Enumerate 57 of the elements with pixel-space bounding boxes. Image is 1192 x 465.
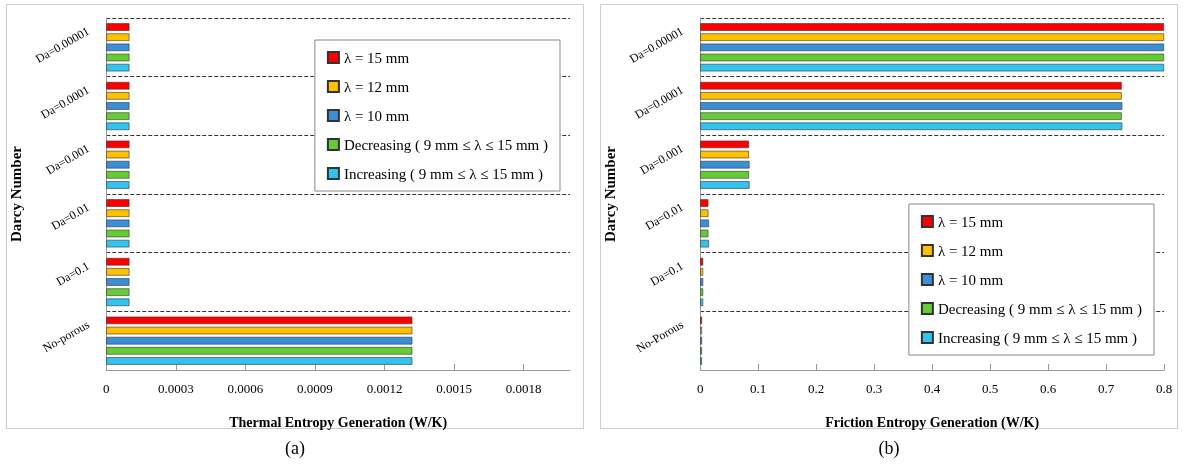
bar (700, 257, 704, 266)
x-tick-label: 0.0015 (436, 381, 472, 396)
bar (700, 92, 1122, 100)
bar (700, 181, 750, 189)
x-tick-label: 0.0018 (505, 381, 542, 396)
x-tick-label: 0.1 (750, 381, 767, 396)
x-tick-label: 0.5 (981, 381, 999, 396)
x-tick-label: 0.2 (808, 381, 825, 396)
x-tick-label: 0.0006 (227, 381, 264, 396)
bar (700, 209, 709, 217)
bar (700, 102, 1123, 110)
x-tick-label: 0.8 (1155, 381, 1173, 396)
x-tick-label: 0 (103, 381, 110, 396)
bar (700, 199, 709, 207)
legend-label: Decreasing ( 9 mm ≤ λ ≤ 15 mm ) (343, 136, 549, 154)
bar (700, 160, 750, 169)
bar (700, 112, 1122, 120)
x-tick-label: 0.0003 (157, 381, 194, 396)
x-tick-label: 0.4 (924, 381, 941, 396)
x-axis-title: Friction Entropy Generation (W/K) (825, 414, 1040, 431)
legend-label: λ = 12 mm (343, 78, 410, 95)
bar (700, 239, 709, 248)
y-axis-title: Darcy Number (601, 145, 618, 242)
legend-label: λ = 15 mm (937, 213, 1004, 230)
bar (700, 219, 709, 228)
legend-label: Increasing ( 9 mm ≤ λ ≤ 15 mm ) (937, 329, 1138, 347)
legend-label: λ = 12 mm (937, 242, 1004, 259)
bar (700, 268, 704, 276)
bar (700, 278, 704, 286)
bar (700, 140, 749, 149)
bar (700, 33, 1164, 41)
text: (a) (285, 438, 305, 459)
bar (700, 43, 1164, 52)
x-axis-title: Thermal Entropy Generation (W/K) (229, 414, 448, 431)
x-tick-label: 0 (697, 381, 704, 396)
bar (700, 53, 1164, 62)
x-tick-label: 0.7 (1097, 381, 1115, 396)
y-axis-title: Darcy Number (7, 145, 24, 242)
bar (700, 171, 749, 179)
x-tick-label: 0.3 (866, 381, 883, 396)
bar (700, 23, 1164, 31)
x-tick-label: 0.0012 (366, 381, 403, 396)
bar (700, 298, 704, 307)
legend-label: Decreasing ( 9 mm ≤ λ ≤ 15 mm ) (937, 300, 1143, 318)
x-tick-label: 0.6 (1039, 381, 1057, 396)
x-tick-label: 0.0009 (297, 381, 333, 396)
bar (700, 150, 749, 159)
bar (700, 288, 704, 296)
bar (700, 81, 1122, 90)
text: (b) (878, 438, 900, 459)
legend-label: Increasing ( 9 mm ≤ λ ≤ 15 mm ) (343, 165, 544, 183)
bar (700, 229, 709, 238)
legend-label: λ = 15 mm (343, 49, 410, 66)
bar (700, 63, 1164, 72)
legend-label: λ = 10 mm (937, 271, 1004, 288)
legend-label: λ = 10 mm (343, 107, 410, 124)
bar (700, 122, 1123, 131)
